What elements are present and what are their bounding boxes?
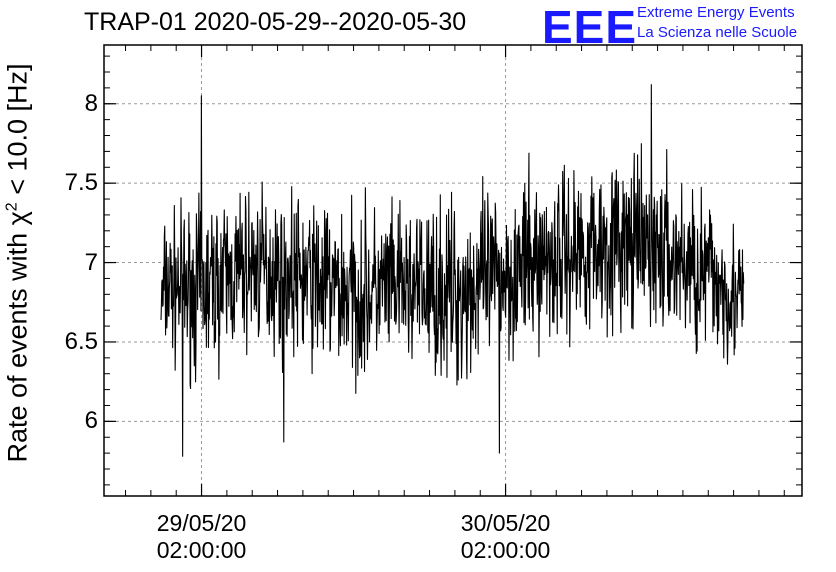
- y-tick-label: 6.5: [64, 327, 98, 355]
- x-tick-date: 30/05/20: [460, 510, 551, 536]
- y-axis-label-suffix: < 10.0 [Hz]: [2, 63, 33, 203]
- chart-title: TRAP-01 2020-05-29--2020-05-30: [84, 8, 467, 36]
- y-axis-label-prefix: Rate of events with: [2, 225, 33, 463]
- x-tick-time: 02:00:00: [156, 537, 247, 563]
- y-tick-label: 6: [84, 407, 98, 435]
- x-tick-date: 29/05/20: [156, 510, 247, 536]
- org-line-2: La Scienza nelle Scuole: [637, 24, 798, 41]
- organization-name: Extreme Energy Events La Scienza nelle S…: [637, 3, 797, 43]
- y-tick-label: 7: [84, 248, 98, 276]
- y-axis-label-sup: 2: [3, 202, 21, 212]
- eee-logo: EEE: [542, 1, 638, 53]
- x-tick-label: 29/05/20 02:00:00: [157, 510, 247, 564]
- rate-series-line: [160, 84, 745, 457]
- y-tick-label: 8: [84, 89, 98, 117]
- org-line-1: Extreme Energy Events: [637, 4, 795, 21]
- x-tick-label: 30/05/20 02:00:00: [461, 510, 551, 564]
- plot-frame: [103, 44, 803, 497]
- x-tick-time: 02:00:00: [460, 537, 551, 563]
- y-axis-label: Rate of events with χ2 < 10.0 [Hz]: [3, 63, 34, 462]
- y-axis-label-chi: χ: [2, 211, 33, 226]
- y-tick-label: 7.5: [64, 169, 98, 197]
